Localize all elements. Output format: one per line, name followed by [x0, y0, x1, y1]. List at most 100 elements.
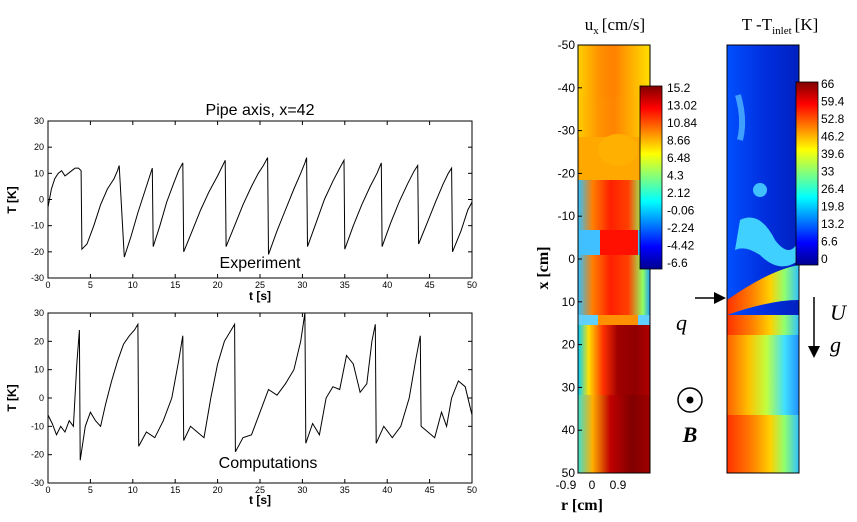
x-ticks: 0 5 10 15 20 25 30 35 40 45 50: [45, 121, 477, 290]
heat-flux-label: q: [676, 310, 687, 335]
computations-chart: -30 -20 -10 0 10 20 30 0 5 10 15 20 25 30 35 40 45 50 Co…: [5, 308, 477, 507]
x-axis-label: t [s]: [249, 493, 271, 507]
y-tick-label: 20: [34, 336, 44, 346]
panel-title: T -Tinlet [K]: [742, 15, 819, 37]
x-tick-label: 5: [88, 485, 93, 495]
y-tick-label: 30: [34, 116, 44, 126]
y-axis-label: T [K]: [5, 384, 19, 411]
colorbar-label: 52.8: [821, 112, 845, 126]
chart-annotation: Computations: [219, 455, 318, 472]
x-tick-label: 50: [467, 280, 477, 290]
velocity-colormap: [577, 44, 651, 474]
y-tick-label: 0: [39, 195, 44, 205]
colorbar-label: -4.42: [667, 239, 695, 253]
colorbar-label: 26.4: [821, 182, 845, 196]
x-tick-label: 25: [255, 485, 265, 495]
x-tick-label: 10: [128, 280, 138, 290]
velocity-field: ux [cm/s] -50 -40 -30 -20 -10 0 10 20 30 40 50 -0.9…: [535, 15, 697, 514]
y-tick-label: 10: [34, 168, 44, 178]
x-axis-label: t [s]: [249, 289, 271, 303]
panel-title: ux [cm/s]: [585, 15, 645, 37]
colorbar-label: 19.8: [821, 200, 845, 214]
colorbar-labels: 66 59.4 52.8 46.2 39.6 33 26.4 19.8 13.2 6.6 0: [821, 77, 845, 266]
x-tick-label: 20: [213, 485, 223, 495]
colorbar: [639, 85, 663, 270]
x-tick-label: 0: [45, 485, 50, 495]
y-ticks: -50 -40 -30 -20 -10 0 10 20 30 40 50: [558, 38, 582, 480]
colorbar-label: 6.48: [667, 151, 691, 165]
colorbar-label: 33: [821, 165, 835, 179]
experiment-chart: Pipe axis, x=42 -30 -20 -10 0 10 20 30 0 5 10 15 2…: [5, 102, 477, 303]
y-tick-label: 10: [562, 295, 576, 309]
x-tick-label: 0: [589, 478, 596, 492]
colorbar-label: -0.06: [667, 204, 695, 218]
y-tick-label: -10: [31, 221, 44, 231]
field-direction-icon: [677, 387, 703, 413]
colorbar-label: 59.4: [821, 95, 845, 109]
x-tick-label: 40: [382, 485, 392, 495]
y-tick-label: -10: [558, 209, 576, 223]
x-tick-label: 5: [88, 280, 93, 290]
x-tick-label: 0: [45, 280, 50, 290]
colorbar: [795, 81, 819, 266]
field-direction-dot: [686, 396, 694, 404]
x-tick-label: 25: [255, 280, 265, 290]
x-tick-label: 30: [297, 485, 307, 495]
colorbar-label: -6.6: [667, 256, 688, 270]
y-tick-label: 20: [562, 338, 576, 352]
y-tick-label: -20: [31, 247, 44, 257]
y-axis-label: x [cm]: [535, 246, 552, 289]
y-tick-label: -40: [558, 81, 576, 95]
colorbar-label: 66: [821, 77, 835, 91]
y-tick-label: 0: [39, 393, 44, 403]
x-tick-label: 30: [297, 280, 307, 290]
chart-annotation: Experiment: [220, 255, 301, 272]
x-tick-label: -0.9: [556, 478, 577, 492]
x-tick-label: 35: [340, 280, 350, 290]
y-ticks: -30 -20 -10 0 10 20 30: [31, 308, 472, 488]
colorbar-label: 2.12: [667, 186, 691, 200]
x-axis-label: r [cm]: [561, 497, 603, 514]
y-tick-label: 0: [568, 252, 575, 266]
colorbar-label: 0: [821, 252, 828, 266]
y-tick-label: -20: [558, 166, 576, 180]
y-tick-label: 50: [562, 466, 576, 480]
x-tick-label: 0.9: [610, 478, 627, 492]
colorbar-label: 15.2: [667, 81, 691, 95]
y-tick-label: -10: [31, 421, 44, 431]
x-tick-label: 35: [340, 485, 350, 495]
y-tick-label: 20: [34, 142, 44, 152]
y-tick-label: 40: [562, 423, 576, 437]
magnetic-field-label: B: [682, 422, 698, 447]
x-ticks: -0.9 0 0.9: [556, 478, 627, 492]
x-tick-label: 40: [382, 280, 392, 290]
x-tick-label: 15: [170, 485, 180, 495]
y-tick-label: -30: [558, 124, 576, 138]
y-ticks: -30 -20 -10 0 10 20 30: [31, 116, 472, 283]
x-tick-label: 15: [170, 280, 180, 290]
y-tick-label: -30: [31, 478, 44, 488]
colorbar-label: 13.02: [667, 99, 697, 113]
y-tick-label: 30: [34, 308, 44, 318]
y-axis-label: T [K]: [5, 186, 19, 213]
y-tick-label: 30: [562, 380, 576, 394]
colorbar-label: 10.84: [667, 116, 697, 130]
x-tick-label: 45: [425, 485, 435, 495]
colorbar-label: 39.6: [821, 147, 845, 161]
series-line: [47, 157, 473, 258]
x-ticks: 0 5 10 15 20 25 30 35 40 45 50: [45, 313, 477, 495]
temperature-colormap: [726, 44, 800, 474]
series-line: [47, 312, 473, 461]
y-tick-label: -20: [31, 450, 44, 460]
y-tick-label: 10: [34, 365, 44, 375]
colorbar-label: 13.2: [821, 217, 845, 231]
colorbar-labels: 15.2 13.02 10.84 8.66 6.48 4.3 2.12 -0.06 -2.24 -…: [667, 81, 697, 270]
chart-title: Pipe axis, x=42: [206, 102, 315, 119]
temperature-field: T -Tinlet [K] 66 59.4 52.8 46.2 39.6 33 26.4 19.…: [676, 15, 848, 474]
colorbar-label: 6.6: [821, 235, 838, 249]
gravity-label: g: [830, 332, 841, 357]
x-tick-label: 45: [425, 280, 435, 290]
x-tick-label: 20: [213, 280, 223, 290]
colorbar-label: 8.66: [667, 134, 691, 148]
